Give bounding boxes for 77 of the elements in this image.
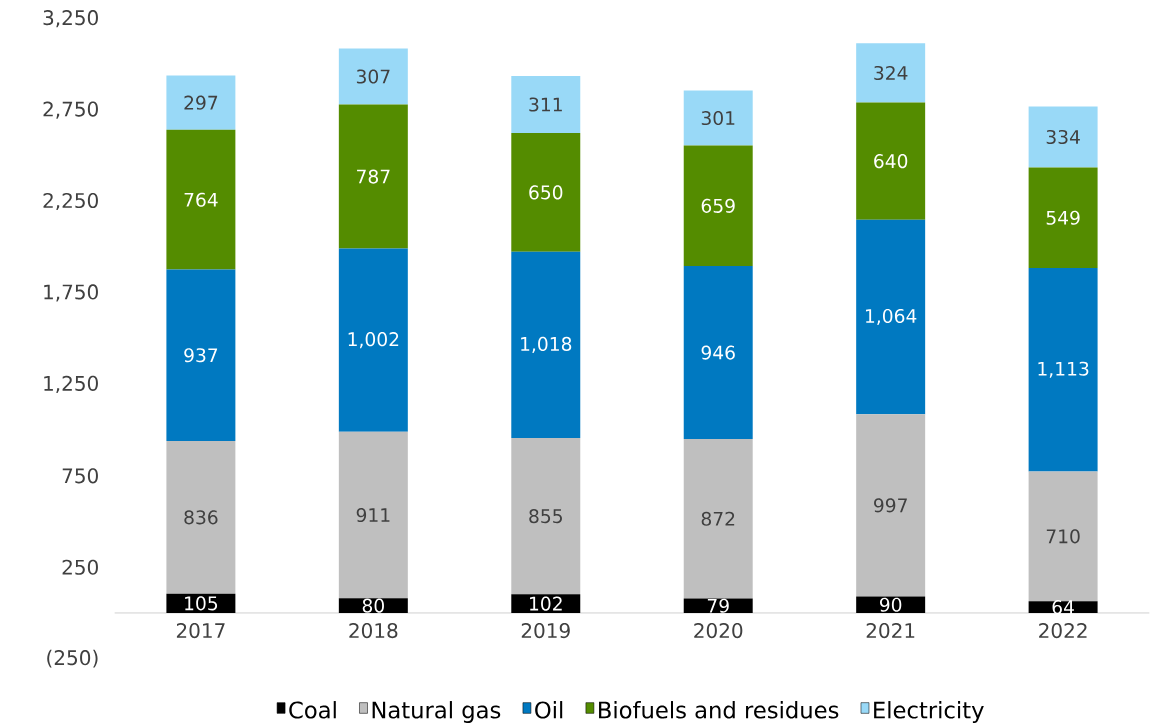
data-label: 307 — [356, 69, 390, 84]
bar — [511, 437, 581, 595]
data-label: 79 — [707, 598, 729, 613]
y-tick-label: 2,250 — [43, 192, 98, 211]
legend-label: Oil — [535, 701, 563, 719]
bar — [683, 439, 753, 599]
x-tick-label: 2021 — [866, 622, 915, 639]
bar — [1028, 106, 1098, 168]
data-label: 1,018 — [521, 336, 572, 353]
bar — [683, 90, 753, 146]
data-label: 787 — [357, 169, 390, 184]
y-tick-label: 1,250 — [44, 375, 98, 393]
legend-label: Electricity — [874, 701, 984, 723]
bar — [1028, 601, 1098, 613]
bar — [1028, 471, 1098, 602]
bar — [338, 431, 408, 599]
data-label: 997 — [874, 498, 907, 513]
x-tick-label: 2018 — [349, 622, 398, 639]
legend-label: Natural gas — [372, 701, 501, 723]
bar — [166, 269, 236, 441]
bar — [683, 266, 753, 440]
bar — [856, 43, 926, 103]
data-label: 301 — [701, 110, 735, 126]
data-label: 105 — [185, 596, 218, 611]
data-label: 324 — [874, 65, 908, 81]
data-label: 297 — [184, 95, 218, 110]
bar — [856, 414, 926, 597]
data-label: 549 — [1046, 210, 1080, 225]
x-tick-label: 2022 — [1039, 622, 1087, 639]
bar — [683, 145, 753, 267]
data-label: 911 — [356, 507, 390, 523]
data-label: 311 — [529, 97, 562, 112]
data-label: 855 — [529, 509, 562, 524]
y-tick-label: 250 — [62, 559, 98, 575]
x-tick-label: 2020 — [694, 622, 743, 639]
data-label: 334 — [1046, 129, 1080, 145]
y-tick-label: 1,750 — [44, 284, 98, 302]
data-label: 764 — [184, 192, 218, 207]
legend-label: Biofuels and residues — [599, 701, 839, 719]
bar — [511, 251, 581, 438]
bar — [511, 594, 581, 613]
bar — [338, 104, 408, 249]
data-label: 946 — [701, 345, 735, 360]
data-label: 937 — [184, 348, 218, 363]
x-tick-label: 2017 — [176, 622, 225, 639]
data-label: 710 — [1046, 529, 1080, 544]
data-label: 659 — [701, 198, 735, 213]
bar — [511, 132, 581, 252]
bar — [856, 102, 926, 220]
data-label: 1,064 — [865, 308, 917, 325]
y-tick-label: (250) — [47, 649, 98, 668]
y-tick-label: 3,250 — [43, 10, 98, 28]
bar — [1028, 167, 1098, 268]
data-label: 90 — [879, 597, 902, 612]
bar — [166, 75, 236, 130]
legend-label: Coal — [289, 701, 336, 719]
data-label: 80 — [362, 598, 384, 613]
bar — [856, 596, 926, 613]
bar — [338, 248, 408, 432]
bar — [1028, 267, 1098, 472]
bar — [338, 48, 408, 105]
y-tick-label: 750 — [62, 468, 98, 484]
bar — [166, 129, 236, 270]
data-label: 640 — [874, 154, 908, 169]
bar — [856, 219, 926, 415]
data-label: 1,002 — [348, 332, 399, 349]
data-label: 64 — [1052, 600, 1074, 615]
data-label: 872 — [701, 511, 735, 526]
data-label: 650 — [529, 185, 563, 200]
data-label: 102 — [530, 596, 562, 611]
bar — [166, 440, 236, 594]
data-label: 1,113 — [1038, 361, 1089, 378]
x-tick-label: 2019 — [521, 622, 570, 639]
data-label: 836 — [184, 510, 218, 525]
bar — [338, 598, 408, 613]
bar — [511, 76, 581, 133]
y-tick-label: 2,750 — [43, 101, 98, 119]
